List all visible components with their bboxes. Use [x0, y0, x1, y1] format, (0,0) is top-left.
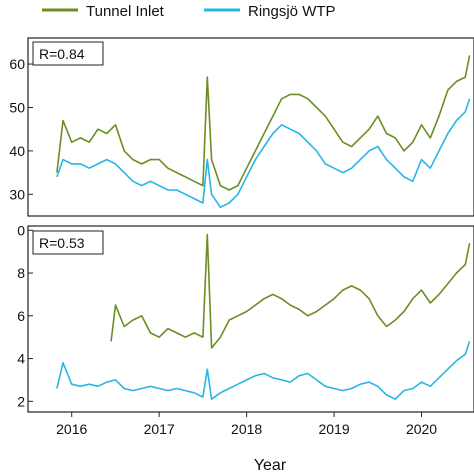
plot-frame-bottom: [27, 225, 474, 413]
y-tick-label-top: 50: [9, 99, 25, 115]
series-bottom: [56, 233, 471, 401]
series-line-top-ringsjo-wtp: [56, 98, 471, 209]
y-tick-label-bottom: 0: [17, 222, 25, 238]
y-tick-label-bottom: 4: [17, 351, 25, 367]
legend-label-ringsjo-wtp: Ringsjö WTP: [248, 3, 336, 20]
plot-frame-top: [27, 37, 474, 217]
x-axis-label: Year: [254, 457, 287, 474]
y-ticks-top: 60 50 40 30: [9, 56, 33, 202]
x-tick-label: 2019: [319, 421, 350, 437]
x-tick-label: 2018: [231, 421, 262, 437]
annotation-top: R=0.84: [39, 46, 85, 62]
x-ticks: 2016 2017 2018 2019 2020: [56, 412, 437, 437]
y-tick-label-bottom: 8: [17, 265, 25, 281]
annotation-box-bottom: [32, 230, 104, 255]
panel-top: 60 50 40 30 R=0.84: [9, 37, 474, 217]
series-line-top-tunnel-inlet: [56, 55, 471, 191]
y-tick-label-bottom: 6: [17, 308, 25, 324]
y-ticks-bottom: 0 8 6 4 2: [17, 222, 33, 409]
y-tick-label-top: 60: [9, 56, 25, 72]
x-tick-label: 2020: [406, 421, 437, 437]
legend: Tunnel Inlet Ringsjö WTP: [42, 3, 336, 20]
annotation-bottom: R=0.53: [39, 235, 85, 251]
x-tick-label: 2016: [56, 421, 87, 437]
series-top: [56, 55, 471, 209]
legend-label-tunnel-inlet: Tunnel Inlet: [86, 3, 165, 20]
x-tick-label: 2017: [144, 421, 175, 437]
annotation-box-top: [32, 41, 104, 66]
y-tick-label-bottom: 2: [17, 393, 25, 409]
y-tick-label-top: 40: [9, 143, 25, 159]
panel-bottom: 0 8 6 4 2 R=0.53 2016 2017 2018 2019 2020: [17, 222, 474, 437]
series-line-bottom-ringsjo-wtp: [56, 341, 471, 401]
series-line-bottom-tunnel-inlet: [110, 233, 471, 349]
y-tick-label-top: 30: [9, 186, 25, 202]
